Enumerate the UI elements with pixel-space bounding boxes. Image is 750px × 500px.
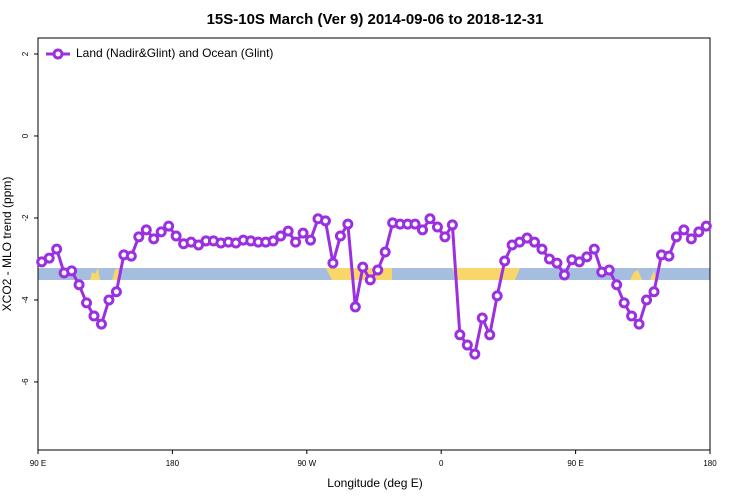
data-point xyxy=(305,234,317,246)
x-tick-label: 0 xyxy=(439,459,444,468)
data-point xyxy=(469,348,481,360)
data-point xyxy=(334,230,346,242)
data-point xyxy=(663,250,675,262)
data-point xyxy=(685,233,697,245)
data-point xyxy=(155,226,167,238)
data-point xyxy=(163,220,175,232)
data-point xyxy=(529,236,541,248)
data-point xyxy=(678,224,690,236)
data-point xyxy=(379,246,391,258)
data-point xyxy=(51,243,63,255)
data-point xyxy=(66,265,78,277)
data-point xyxy=(633,318,645,330)
y-tick-label: -6 xyxy=(21,378,30,386)
data-point xyxy=(551,257,563,269)
data-point xyxy=(476,312,488,324)
data-point xyxy=(357,261,369,273)
data-point xyxy=(140,224,152,236)
data-point xyxy=(603,264,615,276)
data-point xyxy=(700,220,712,232)
data-point xyxy=(431,221,443,233)
data-point xyxy=(267,235,279,247)
data-point xyxy=(372,264,384,276)
data-point xyxy=(626,310,638,322)
legend-label: Land (Nadir&Glint) and Ocean (Glint) xyxy=(76,46,273,60)
data-point xyxy=(417,224,429,236)
data-point xyxy=(297,227,309,239)
data-point xyxy=(95,318,107,330)
data-point xyxy=(670,231,682,243)
data-point xyxy=(618,297,630,309)
data-point xyxy=(409,218,421,230)
data-point xyxy=(125,250,137,262)
y-axis-label: XCO2 - MLO trend (ppm) xyxy=(0,177,14,312)
data-point xyxy=(648,286,660,298)
x-tick-label: 90 E xyxy=(567,459,583,468)
data-point xyxy=(439,231,451,243)
y-tick-label: 2 xyxy=(21,51,30,56)
x-tick-label: 180 xyxy=(703,459,717,468)
data-point xyxy=(73,279,85,291)
data-point xyxy=(290,236,302,248)
data-point xyxy=(282,225,294,237)
data-point xyxy=(148,233,160,245)
data-point xyxy=(558,269,570,281)
data-point xyxy=(275,230,287,242)
data-point xyxy=(342,218,354,230)
y-tick-label: 0 xyxy=(21,133,30,138)
data-point xyxy=(641,294,653,306)
chart-title: 15S-10S March (Ver 9) 2014-09-06 to 2018… xyxy=(207,11,544,28)
data-point xyxy=(110,286,122,298)
data-point xyxy=(491,290,503,302)
data-point xyxy=(536,243,548,255)
data-point xyxy=(588,243,600,255)
x-tick-label: 180 xyxy=(166,459,180,468)
data-point xyxy=(611,279,623,291)
data-point xyxy=(319,215,331,227)
x-tick-label: 90 W xyxy=(297,459,316,468)
data-point xyxy=(81,297,93,309)
data-point xyxy=(484,329,496,341)
plot-frame xyxy=(37,37,711,451)
data-point xyxy=(349,301,361,313)
x-tick-label: 90 E xyxy=(30,459,46,468)
data-point xyxy=(88,310,100,322)
data-point xyxy=(170,230,182,242)
x-axis-label: Longitude (deg E) xyxy=(327,476,422,490)
data-point xyxy=(581,251,593,263)
legend-marker xyxy=(52,48,64,60)
data-point xyxy=(327,257,339,269)
y-tick-label: -2 xyxy=(21,214,30,222)
data-point xyxy=(454,329,466,341)
y-tick-label: -4 xyxy=(21,296,30,304)
data-point xyxy=(693,226,705,238)
data-point xyxy=(364,274,376,286)
data-point xyxy=(133,231,145,243)
data-point xyxy=(461,339,473,351)
data-point xyxy=(499,255,511,267)
data-point xyxy=(103,294,115,306)
legend: Land (Nadir&Glint) and Ocean (Glint) xyxy=(46,46,273,60)
data-point xyxy=(43,252,55,264)
data-point xyxy=(573,256,585,268)
data-point xyxy=(424,213,436,225)
data-point xyxy=(446,219,458,231)
